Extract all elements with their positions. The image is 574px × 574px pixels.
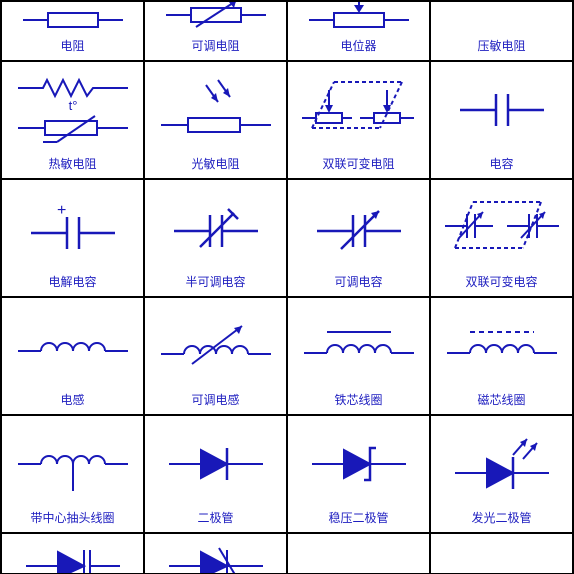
symbol-diode — [147, 420, 284, 507]
symbol-center-tap-coil — [4, 420, 141, 507]
label-dual-variable-cap: 双联可变电容 — [465, 273, 537, 290]
label-center-tap-coil: 带中心抽头线圈 — [30, 509, 114, 526]
symbol-dual-variable-cap — [433, 184, 570, 271]
cell-dual-variable-cap: 双联可变电容 — [430, 179, 573, 297]
label-led: 发光二极管 — [471, 509, 531, 526]
symbol-led — [433, 420, 570, 507]
symbol-photoresistor — [147, 66, 284, 153]
symbol-potentiometer — [290, 1, 427, 35]
cell-variable-resistor: 可调电阻 — [144, 1, 287, 61]
cell-diode: 二极管 — [144, 415, 287, 533]
symbol-capacitor — [433, 66, 570, 153]
symbol-resistor — [4, 5, 141, 35]
cell-led: 发光二极管 — [430, 415, 573, 533]
symbol-varistor — [433, 6, 570, 35]
symbol-iron-core-coil — [290, 302, 427, 389]
cell-variable-cap: 可调电容 — [287, 179, 430, 297]
cell-partial-2 — [144, 533, 287, 573]
label-resistor: 电阻 — [60, 37, 84, 54]
symbol-variable-cap — [290, 184, 427, 271]
cell-inductor: 电感 — [1, 297, 144, 415]
label-diode: 二极管 — [197, 509, 233, 526]
symbol-zener-diode — [290, 420, 427, 507]
cell-semi-variable-cap: 半可调电容 — [144, 179, 287, 297]
label-electrolytic-cap: 电解电容 — [48, 273, 96, 290]
cell-partial-4 — [430, 533, 573, 573]
symbol-partial-4 — [433, 538, 570, 567]
label-variable-resistor: 可调电阻 — [191, 37, 239, 54]
cell-partial-1 — [1, 533, 144, 573]
cell-resistor: 电阻 — [1, 1, 144, 61]
cell-variable-inductor: 可调电感 — [144, 297, 287, 415]
symbol-electrolytic-cap: + — [4, 184, 141, 271]
symbol-partial-2 — [147, 538, 284, 573]
label-photoresistor: 光敏电阻 — [191, 155, 239, 172]
label-capacitor: 电容 — [489, 155, 513, 172]
svg-text:+: + — [57, 202, 66, 219]
symbol-dual-variable-resistor — [290, 66, 427, 153]
cell-ferrite-core-coil: 磁芯线圈 — [430, 297, 573, 415]
cell-dual-variable-resistor: 双联可变电阻 — [287, 61, 430, 179]
cell-potentiometer: 电位器 — [287, 1, 430, 61]
label-variable-cap: 可调电容 — [334, 273, 382, 290]
cell-capacitor: 电容 — [430, 61, 573, 179]
symbol-partial-1 — [4, 538, 141, 573]
cell-electrolytic-cap: + 电解电容 — [1, 179, 144, 297]
symbol-partial-3 — [290, 538, 427, 567]
label-varistor: 压敏电阻 — [477, 37, 525, 54]
label-zener-diode: 稳压二极管 — [328, 509, 388, 526]
cell-partial-3 — [287, 533, 430, 573]
label-variable-inductor: 可调电感 — [191, 391, 239, 408]
cell-iron-core-coil: 铁芯线圈 — [287, 297, 430, 415]
symbol-grid: 电阻 可调电阻 — [0, 0, 574, 574]
symbol-variable-resistor — [147, 1, 284, 35]
cell-varistor: 压敏电阻 — [430, 1, 573, 61]
label-thermistor: 热敏电阻 — [48, 155, 96, 172]
svg-text:t°: t° — [68, 98, 77, 113]
symbol-variable-inductor — [147, 302, 284, 389]
cell-thermistor: t° 热敏电阻 — [1, 61, 144, 179]
cell-photoresistor: 光敏电阻 — [144, 61, 287, 179]
symbol-ferrite-core-coil — [433, 302, 570, 389]
label-semi-variable-cap: 半可调电容 — [185, 273, 245, 290]
label-potentiometer: 电位器 — [340, 37, 376, 54]
label-iron-core-coil: 铁芯线圈 — [334, 391, 382, 408]
symbol-inductor — [4, 302, 141, 389]
cell-zener-diode: 稳压二极管 — [287, 415, 430, 533]
symbol-thermistor: t° — [4, 66, 141, 153]
symbol-semi-variable-cap — [147, 184, 284, 271]
label-dual-variable-resistor: 双联可变电阻 — [322, 155, 394, 172]
label-ferrite-core-coil: 磁芯线圈 — [477, 391, 525, 408]
label-inductor: 电感 — [60, 391, 84, 408]
cell-center-tap-coil: 带中心抽头线圈 — [1, 415, 144, 533]
